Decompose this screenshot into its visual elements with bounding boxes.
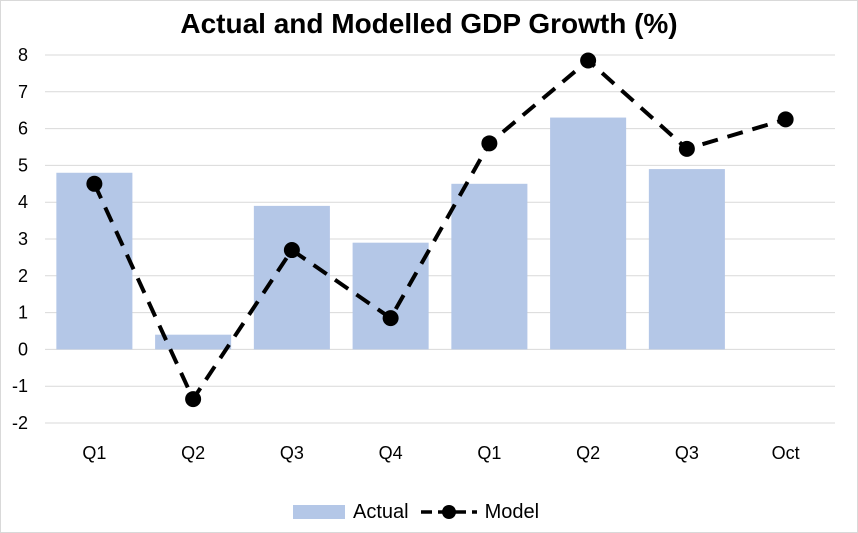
y-tick-label: 3 bbox=[18, 229, 28, 249]
y-tick-label: -1 bbox=[12, 376, 28, 396]
x-tick-label: Q3 bbox=[675, 443, 699, 463]
point-model bbox=[283, 242, 300, 259]
y-tick-label: 1 bbox=[18, 303, 28, 323]
x-tick-label: Q2 bbox=[576, 443, 600, 463]
point-model bbox=[481, 135, 498, 152]
bar-actual bbox=[451, 183, 528, 350]
x-tick-label: Q1 bbox=[477, 443, 501, 463]
y-tick-label: -2 bbox=[12, 413, 28, 433]
y-tick-label: 6 bbox=[18, 119, 28, 139]
point-model bbox=[580, 52, 597, 69]
point-model bbox=[382, 310, 399, 327]
y-tick-label: 4 bbox=[18, 192, 28, 212]
y-tick-label: 8 bbox=[18, 45, 28, 65]
bar-actual bbox=[550, 117, 627, 350]
legend-item-actual: Actual bbox=[293, 501, 409, 524]
y-tick-label: 7 bbox=[18, 82, 28, 102]
point-model bbox=[678, 140, 695, 157]
bar-actual bbox=[352, 242, 429, 350]
chart-legend: Actual Model bbox=[293, 499, 549, 525]
bar-actual bbox=[56, 172, 133, 350]
legend-item-model: Model bbox=[419, 499, 539, 525]
legend-swatch-model bbox=[420, 505, 477, 519]
x-tick-label: Q3 bbox=[280, 443, 304, 463]
x-tick-label: Q2 bbox=[181, 443, 205, 463]
point-model bbox=[185, 391, 202, 408]
legend-label-actual: Actual bbox=[353, 500, 409, 523]
x-tick-label: Q4 bbox=[379, 443, 403, 463]
y-tick-label: 0 bbox=[18, 339, 28, 359]
line-model bbox=[92, 58, 787, 402]
y-tick-label: 5 bbox=[18, 155, 28, 175]
y-tick-label: 2 bbox=[18, 266, 28, 286]
bar-actual bbox=[648, 169, 725, 350]
x-tick-label: Oct bbox=[772, 443, 800, 463]
x-tick-label: Q1 bbox=[82, 443, 106, 463]
chart-title: Actual and Modelled GDP Growth (%) bbox=[180, 8, 678, 39]
point-model bbox=[86, 175, 103, 192]
legend-label-model: Model bbox=[484, 500, 540, 523]
bar-actual bbox=[155, 334, 232, 350]
legend-swatch-actual bbox=[293, 505, 345, 519]
bar-actual bbox=[253, 205, 330, 350]
point-model bbox=[777, 111, 794, 128]
